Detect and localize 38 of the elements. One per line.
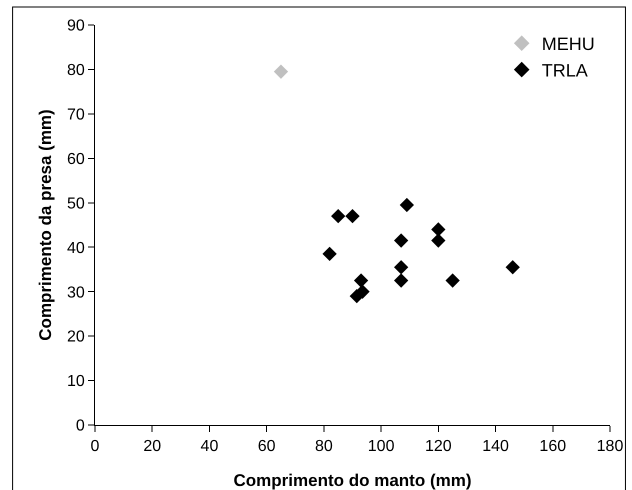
point (431, 233, 446, 248)
x-tick-label: 60 (258, 438, 276, 456)
x-tick-label: 0 (90, 438, 100, 456)
point (394, 233, 408, 248)
x-tick-label: 180 (596, 438, 624, 456)
legend-label: MEHU (542, 34, 595, 54)
point (394, 273, 408, 288)
y-tick-label: 30 (67, 284, 85, 302)
y-tick-label: 10 (67, 373, 85, 390)
x-tick-label: 120 (424, 438, 452, 456)
y-tick-label: 50 (67, 195, 85, 212)
x-tick-label: 160 (539, 438, 566, 456)
y-tick-label: 40 (67, 240, 85, 257)
x-tick-label: 40 (200, 438, 218, 456)
x-tick-label: 140 (482, 438, 510, 456)
y-tick-label: 80 (67, 62, 85, 80)
point (322, 246, 337, 262)
point (506, 260, 520, 274)
point (345, 208, 360, 224)
y-tick-label: 0 (76, 418, 85, 435)
x-tick-label: 80 (314, 438, 333, 456)
x-axis-title: Comprimento do manto (mm) (234, 471, 472, 490)
point (354, 273, 368, 288)
legend-label: TRLA (542, 60, 588, 81)
x-tick-label: 100 (368, 438, 395, 456)
y-tick-label: 20 (67, 328, 85, 346)
point (274, 64, 288, 79)
y-tick-label: 60 (67, 150, 85, 168)
point (394, 260, 408, 274)
y-tick-label: 70 (67, 106, 85, 124)
point (331, 208, 346, 224)
x-tick-label: 20 (143, 438, 162, 456)
y-tick-label: 90 (67, 18, 85, 35)
y-axis-title: Comprimento da presa (mm) (36, 109, 55, 341)
point (431, 222, 446, 237)
point (400, 198, 414, 212)
point (445, 273, 460, 288)
point (355, 284, 370, 299)
